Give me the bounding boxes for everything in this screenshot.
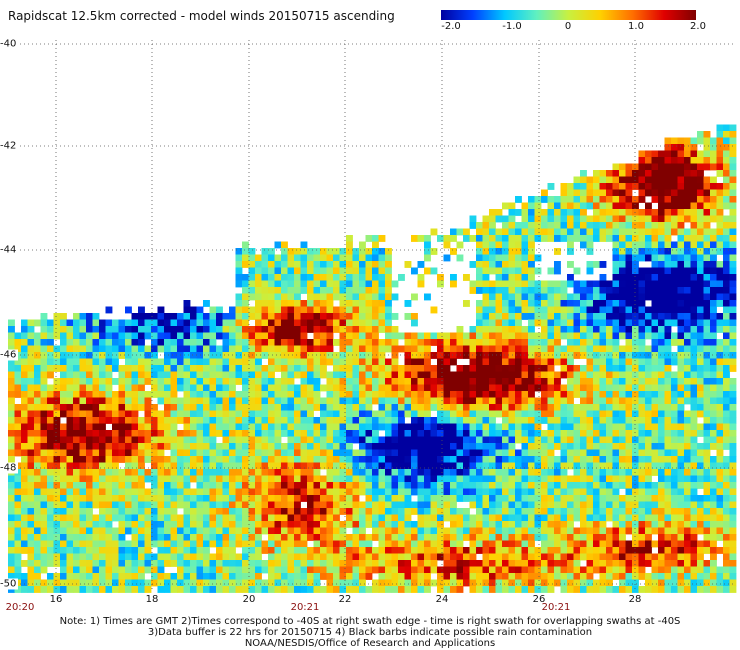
lat-label: -46: [0, 349, 19, 361]
lon-label: 22: [338, 594, 352, 605]
lon-label: 20: [242, 594, 256, 605]
wind-difference-map: [8, 40, 737, 593]
time-label: 20:20: [5, 602, 35, 613]
colorbar-label: -2.0: [441, 21, 461, 32]
time-label: 20:21: [541, 602, 571, 613]
note-line: Note: 1) Times are GMT 2)Times correspon…: [59, 616, 681, 627]
colorbar-label: 0: [564, 21, 572, 32]
lon-label: 18: [145, 594, 159, 605]
lon-label: 26: [532, 594, 546, 605]
lat-label: -42: [0, 140, 19, 152]
lon-label: 16: [49, 594, 63, 605]
colorbar-label: 1.0: [628, 21, 644, 32]
colorbar-label: 2.0: [690, 21, 706, 32]
lat-label: -48: [0, 462, 19, 474]
lat-label: -44: [0, 244, 19, 256]
time-label: 20:21: [290, 602, 320, 613]
lat-label: -40: [0, 38, 19, 50]
note-line: NOAA/NESDIS/Office of Research and Appli…: [244, 638, 496, 649]
lon-label: 24: [435, 594, 449, 605]
note-line: 3)Data buffer is 22 hrs for 20150715 4) …: [147, 627, 593, 638]
colorbar: [441, 10, 696, 20]
footnotes: Note: 1) Times are GMT 2)Times correspon…: [0, 616, 740, 649]
lat-label: -50: [0, 578, 19, 590]
plot-title: Rapidscat 12.5km corrected - model winds…: [8, 9, 395, 23]
colorbar-label: -1.0: [502, 21, 522, 32]
lon-label: 28: [628, 594, 642, 605]
